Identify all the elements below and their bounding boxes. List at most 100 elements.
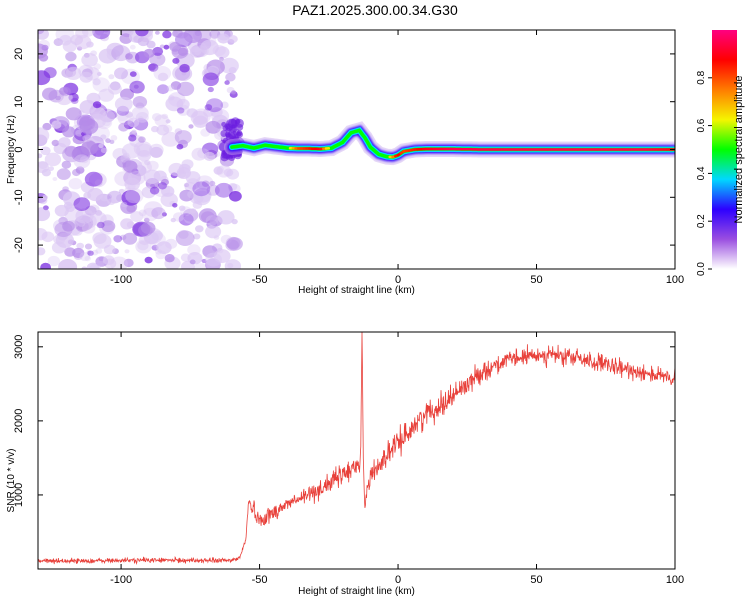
noise-blob: [214, 182, 233, 198]
noise-blob: [56, 168, 71, 180]
noise-blob: [187, 190, 198, 199]
noise-blob: [229, 191, 242, 202]
noise-blob: [114, 67, 128, 80]
noise-blob: [81, 53, 98, 67]
noise-blob: [224, 80, 230, 85]
noise-blob: [187, 244, 201, 256]
noise-blob: [95, 248, 103, 254]
noise-blob: [159, 44, 165, 49]
snr-frame: [37, 331, 676, 570]
noise-blob: [227, 263, 234, 269]
noise-blob: [80, 156, 89, 164]
noise-blob: [72, 247, 85, 259]
noise-blob: [135, 30, 149, 37]
x-tick-label: 50: [530, 574, 542, 586]
noise-blob: [75, 166, 85, 174]
y-tick-label: 3000: [13, 335, 25, 359]
noise-blob: [224, 123, 230, 129]
noise-blob: [161, 131, 180, 147]
noise-blob: [166, 85, 175, 92]
noise-blob: [120, 234, 127, 240]
noise-blob: [161, 185, 175, 197]
noise-blob: [143, 169, 161, 184]
noise-blob: [38, 207, 51, 222]
colorbar-tick-label: 0.2: [696, 214, 707, 228]
noise-blob: [102, 119, 111, 127]
noise-blob: [190, 110, 209, 126]
y-tick-label: 10: [13, 96, 25, 108]
noise-blob: [41, 168, 52, 177]
noise-blob: [193, 233, 201, 240]
noise-blob: [127, 170, 146, 186]
noise-blob: [82, 222, 96, 234]
noise-blob: [81, 139, 96, 151]
noise-blob: [138, 209, 147, 217]
noise-blob: [118, 188, 125, 194]
noise-blob: [236, 123, 244, 131]
noise-blob: [175, 52, 195, 69]
noise-blob: [129, 71, 137, 77]
noise-blob: [73, 154, 91, 169]
noise-blob: [153, 66, 172, 81]
colorbar-tick-label: 0.8: [696, 70, 707, 84]
noise-blob: [183, 30, 202, 43]
noise-blob: [58, 259, 78, 269]
noise-blob: [135, 112, 149, 123]
noise-blob: [64, 145, 78, 157]
noise-blob: [125, 188, 144, 204]
colorbar-tick-label: 0.4: [696, 166, 707, 180]
noise-blob: [102, 255, 115, 266]
noise-blob: [172, 203, 178, 208]
noise-blob: [79, 100, 97, 114]
noise-blob: [201, 258, 207, 264]
noise-blob: [59, 34, 72, 46]
noise-blob: [125, 53, 133, 60]
noise-blob: [158, 182, 167, 190]
y-tick-label: -20: [13, 237, 25, 253]
noise-blob: [184, 214, 196, 224]
noise-blob: [149, 143, 164, 156]
noise-blob: [209, 180, 216, 186]
noise-blob: [151, 230, 164, 241]
noise-blob: [195, 225, 204, 233]
noise-blob: [144, 256, 153, 264]
noise-blob: [62, 126, 76, 138]
noise-blob: [176, 104, 190, 116]
noise-blob: [38, 127, 50, 144]
noise-blob: [137, 36, 149, 47]
colorbar-label: Normalized spectral amplitude: [733, 76, 745, 224]
noise-blob: [189, 259, 196, 265]
noise-blob: [59, 86, 71, 97]
noise-blob: [51, 139, 60, 147]
noise-blob: [178, 205, 186, 211]
noise-blob: [73, 197, 91, 212]
y-tick-label: 2000: [13, 409, 25, 433]
noise-blob: [76, 242, 85, 250]
noise-blob: [142, 207, 159, 222]
noise-blob: [81, 266, 88, 269]
noise-blob: [173, 212, 185, 222]
spectral-ridge: [223, 121, 675, 166]
y-tick-label: 20: [13, 48, 25, 60]
noise-blob: [77, 220, 86, 227]
noise-blob: [114, 171, 133, 187]
noise-blob: [170, 217, 176, 223]
noise-blob: [114, 96, 133, 112]
colorbar-tick-label: 0.6: [696, 118, 707, 132]
noise-blob: [193, 263, 208, 269]
noise-blob: [44, 152, 62, 167]
noise-blob: [92, 30, 111, 40]
colorbar-tick-label: 0.0: [696, 262, 707, 276]
noise-blob: [162, 30, 172, 39]
noise-blob: [186, 178, 200, 190]
noise-blob: [58, 87, 69, 95]
noise-blob: [55, 95, 61, 101]
noise-blob: [168, 95, 175, 101]
x-tick-label: 100: [666, 574, 684, 586]
noise-blob: [86, 119, 94, 125]
snr-x-label: Height of straight line (km): [298, 586, 415, 597]
x-tick-label: 0: [395, 274, 401, 286]
noise-blob: [94, 113, 103, 121]
noise-blob: [108, 83, 122, 95]
noise-blob: [161, 178, 169, 186]
